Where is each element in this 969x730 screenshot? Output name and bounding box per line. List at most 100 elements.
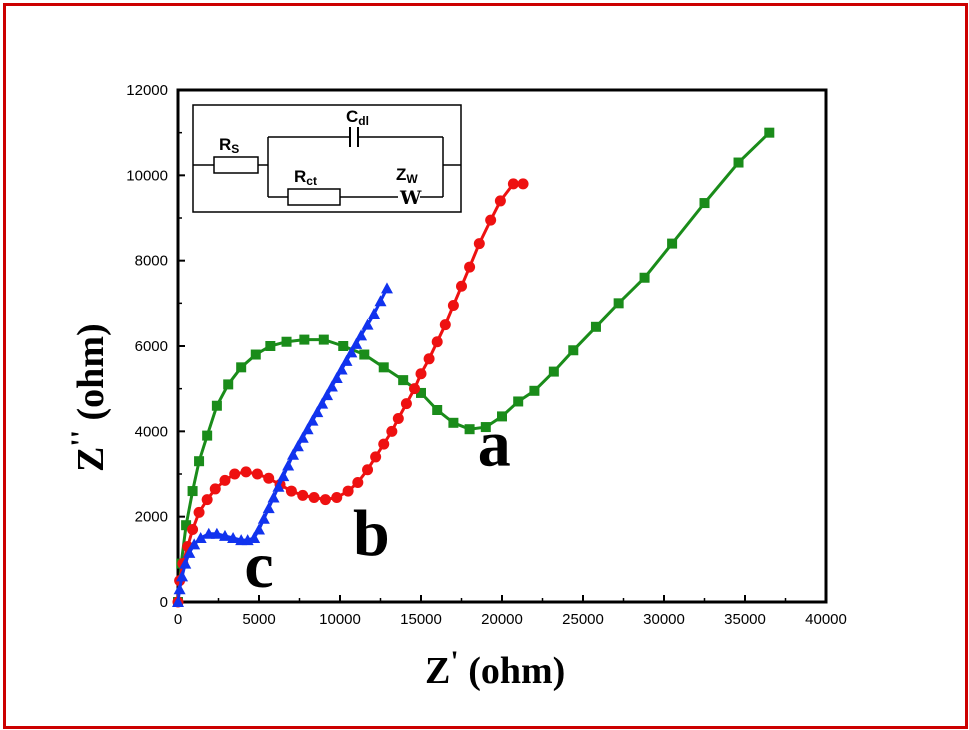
series-a-point: [187, 486, 198, 497]
series-a-point: [265, 341, 276, 351]
series-a-point: [464, 424, 475, 435]
series-a-point: [764, 127, 775, 138]
series-c-point: [296, 431, 309, 443]
series-a-point: [548, 366, 559, 377]
series-a-point: [194, 456, 205, 467]
equivalent-circuit-inset: RS Cdl Rct ZW W: [192, 104, 462, 213]
curve-label-c: c: [244, 529, 273, 602]
series-c-point: [374, 295, 387, 307]
series-b-point: [415, 368, 427, 380]
series-a-point: [416, 387, 426, 398]
curve-label-a: a: [478, 407, 511, 480]
x-axis-title-prime: ': [450, 645, 458, 678]
x-axis-title-main: Z: [425, 650, 450, 692]
series-a-point: [667, 238, 678, 249]
series-c-point: [340, 354, 353, 366]
series-a-point: [513, 396, 524, 407]
series-c-point: [301, 423, 314, 435]
series-c-point: [325, 380, 338, 392]
series-b-point: [342, 485, 354, 497]
capacitor-cdl: [349, 127, 359, 147]
series-c-point: [172, 596, 184, 607]
series-b-point: [240, 466, 252, 478]
x-tick-label: 35000: [724, 611, 766, 628]
series-b-point: [331, 491, 343, 503]
y-tick-label: 8000: [135, 253, 168, 270]
series-c-point: [210, 527, 223, 539]
series-b-point: [297, 489, 309, 501]
series-c-point: [272, 480, 285, 492]
y-tick-label: 4000: [135, 423, 168, 440]
y-axis-title-unit: (ohm): [70, 323, 112, 420]
series-a-point: [359, 349, 370, 360]
series-b-point: [456, 280, 467, 292]
series-c-point: [335, 363, 348, 375]
series-c-point: [321, 389, 334, 401]
x-tick-label: 25000: [562, 611, 604, 628]
warburg-element-icon: W: [399, 187, 422, 209]
series-a-point: [250, 349, 261, 360]
series-b-line: [176, 182, 524, 603]
resistor-rs: [213, 156, 259, 174]
x-tick-label: 5000: [242, 611, 275, 628]
series-b-point: [209, 483, 221, 495]
figure-border: [3, 3, 968, 729]
series-c-point: [345, 346, 358, 358]
series-a-point: [318, 334, 329, 345]
series-c-point: [368, 308, 381, 319]
series-c-point: [262, 502, 275, 514]
series-b-point: [263, 472, 275, 484]
series-c-point: [316, 397, 329, 409]
series-c-point: [287, 448, 300, 460]
series-c-point: [355, 329, 368, 341]
series-a-point: [299, 334, 310, 345]
label-zw: ZW: [396, 165, 418, 186]
series-c-point: [179, 557, 192, 569]
series-b-point: [517, 178, 529, 190]
series-b-point: [392, 413, 404, 425]
series-b-point: [229, 468, 241, 480]
series-b-point: [439, 319, 451, 331]
label-cdl: Cdl: [346, 107, 369, 128]
y-axis-title-prime: '': [65, 430, 98, 447]
series-a-point: [432, 405, 443, 415]
x-tick-label: 20000: [481, 611, 523, 628]
series-b-point: [193, 506, 205, 518]
y-tick-label: 10000: [126, 167, 168, 184]
series-b-point: [352, 477, 364, 489]
y-axis-title: Z'' (ohm): [65, 323, 112, 472]
series-b-point: [378, 438, 390, 450]
series-c-point: [311, 406, 324, 418]
series-c-point: [380, 282, 393, 294]
series-c-point: [291, 440, 304, 452]
x-tick-label: 30000: [643, 611, 685, 628]
series-c-point: [194, 532, 207, 543]
label-rs: RS: [219, 135, 239, 156]
series-c: [172, 282, 393, 607]
series-c-point: [282, 459, 295, 471]
series-a-point: [448, 417, 459, 428]
x-axis-title: Z' (ohm): [425, 645, 565, 692]
series-c-point: [330, 372, 343, 383]
series-c-point: [173, 583, 186, 595]
series-c-point: [350, 337, 363, 349]
series-a-point: [733, 157, 744, 168]
series-c-point: [306, 414, 319, 426]
series-b-point: [464, 261, 476, 273]
series-c-point: [257, 512, 270, 524]
series-b-point: [409, 383, 421, 395]
series-a-point: [613, 298, 624, 309]
series-layer: [172, 127, 775, 608]
series-a-point: [568, 345, 579, 356]
label-rct: Rct: [294, 167, 317, 188]
series-b-point: [447, 299, 459, 311]
series-b-point: [219, 474, 231, 486]
series-b-point: [187, 523, 199, 535]
resistor-rct: [287, 188, 341, 206]
circuit-wires: [193, 136, 461, 198]
series-b-point: [308, 491, 320, 503]
series-c-point: [202, 527, 215, 539]
series-b-point: [400, 398, 412, 410]
series-b: [172, 178, 529, 608]
